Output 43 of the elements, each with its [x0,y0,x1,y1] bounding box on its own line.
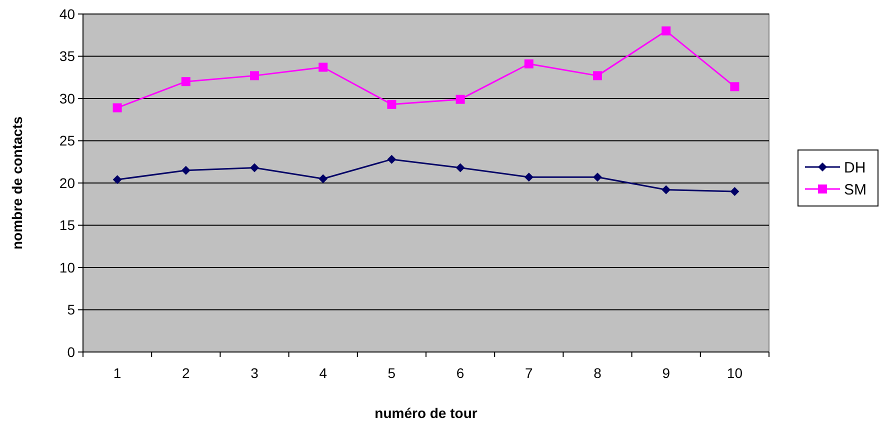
point [730,82,740,92]
point [456,94,465,104]
y-tick-label: 30 [59,90,76,106]
x-tick-label: 1 [113,365,122,381]
x-tick-label: 2 [182,365,190,381]
x-axis-title: numéro de tour [374,405,478,421]
point [662,185,671,194]
point [456,163,465,172]
y-tick-label: 35 [59,48,76,64]
y-tick-label: 15 [59,217,76,234]
point [250,71,259,80]
x-tick-label: 3 [250,365,259,381]
point [593,172,602,182]
point [524,59,534,68]
point [524,172,534,182]
legend-label: DH [844,159,866,176]
x-tick-label: 10 [726,365,743,381]
y-axis-title: nombre de contacts [9,116,25,250]
x-tick-label: 9 [662,365,670,381]
legend-label: SM [844,181,866,198]
y-tick-label: 20 [59,174,76,191]
point [112,103,122,112]
x-tick-label: 6 [456,365,464,381]
point [593,71,602,80]
point [318,62,328,72]
y-tick-label: 10 [59,259,76,276]
point [730,186,740,196]
point [387,154,396,164]
x-tick-label: 4 [319,365,328,381]
y-tick-label: 5 [67,302,76,318]
x-tick-label: 7 [525,365,533,381]
point [181,77,190,86]
point [387,100,396,109]
point [112,175,122,184]
y-tick-label: 40 [59,6,76,22]
point [181,166,190,175]
y-tick-label: 0 [67,344,76,360]
y-tick-label: 25 [59,132,76,149]
point [662,26,671,36]
point [250,163,259,172]
x-tick-label: 5 [388,365,396,381]
x-tick-label: 8 [594,365,602,381]
point [318,174,328,184]
